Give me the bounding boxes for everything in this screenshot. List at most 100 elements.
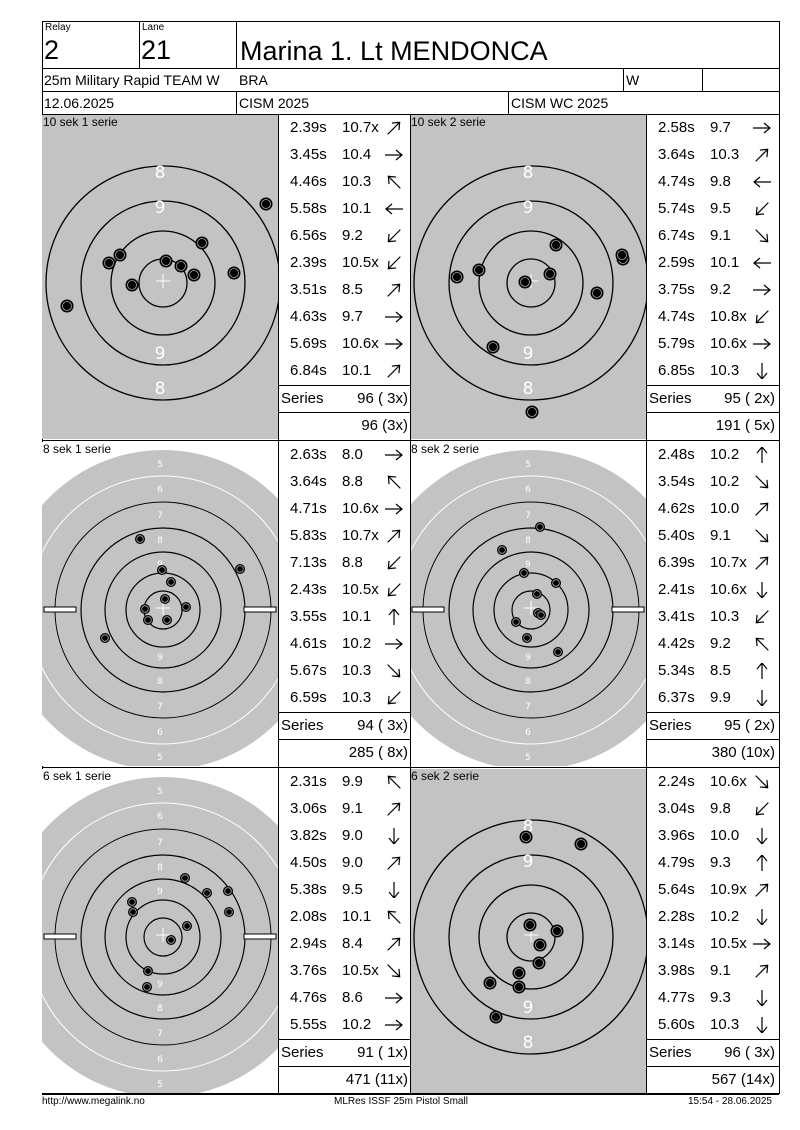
shot-time: 3.04s [658,800,695,817]
direction-arrow-icon [387,856,401,870]
shot-hole-ring [163,616,171,624]
ring-number-bottom: 9 [157,653,163,663]
shot-row: 3.06s 9.1 [278,795,412,822]
shot-time: 2.39s [290,119,327,136]
shot-hole-ring [189,270,199,280]
direction-arrow-icon [388,609,400,625]
direction-arrow-icon [753,284,771,296]
target-image: 8 9 9 8 [410,115,646,439]
shot-time: 5.58s [290,200,327,217]
shot-score: 10.4 [342,146,372,163]
shot-time: 4.71s [290,500,327,517]
target-ring [42,802,278,1072]
series-label: Series [649,717,692,734]
shot-time: 5.64s [658,881,695,898]
shot-score: 8.6 [342,989,363,1006]
target-ring [472,551,590,669]
shot-hole-ring [167,936,175,944]
shot-hole-centre [500,548,504,552]
shot-score: 10.2 [710,446,740,463]
shot-hole-centre [199,240,205,246]
ring-number-top: 6 [157,812,163,822]
shot-hole-ring [144,967,152,975]
shot-row: 2.41s 10.6x [646,576,779,603]
shot-score: 10.3 [710,1016,740,1033]
shot-score: 10.1 [342,608,372,625]
shot-hole-ring [537,611,545,619]
ring-number-bottom: 5 [525,753,531,763]
target-area: 8 9 9 8 [42,115,278,439]
direction-arrow-icon [756,1017,768,1033]
shot-row: 2.31s 9.9 [278,768,412,795]
ring-number-bottom: 8 [157,677,163,687]
shot-hole-ring [224,887,232,895]
direction-arrow-icon [756,582,768,598]
direction-arrow-icon [387,475,401,489]
shot-hole-centre [117,252,123,258]
shot-score: 10.7x [342,119,379,136]
direction-arrow-icon [388,882,400,898]
shot-row: 3.51s 8.5 [278,276,412,303]
shot-hole-centre [191,272,197,278]
shot-row: 3.82s 9.0 [278,822,412,849]
direction-arrow-icon [753,122,771,134]
series-total: 95 ( 2x) [724,717,775,734]
shot-hole-centre [476,267,482,273]
footer-timestamp: 15:54 - 28.06.2025 [688,1096,772,1107]
shot-score: 8.0 [342,446,363,463]
target-ring [413,165,646,401]
running-total-value: 191 ( 5x) [715,417,775,434]
shot-hole-ring [127,280,137,290]
shot-time: 5.79s [658,335,695,352]
running-total-value: 380 (10x) [711,744,775,761]
footer-software: MLRes ISSF 25m Pistol Small [334,1096,468,1107]
shot-hole-centre [131,910,135,914]
shot-hole-ring [236,565,244,573]
aiming-mark-left [43,933,77,940]
shot-hole-centre [538,525,542,529]
series-total: 95 ( 2x) [724,390,775,407]
shot-score: 10.8x [710,308,747,325]
shot-row: 2.28s 10.2 [646,903,779,930]
shot-score: 9.3 [710,854,731,871]
shot-hole-centre [165,618,169,622]
shot-hole-ring [520,277,530,287]
shot-hole-ring [203,889,211,897]
ring-number-top: 5 [157,787,163,797]
series-label: Series [281,390,324,407]
shot-time: 3.45s [290,146,327,163]
shot-hole-ring [176,261,186,271]
shot-hole-centre [487,980,493,986]
shot-row: 5.69s 10.6x [278,330,412,357]
running-total-value: 567 (14x) [711,1071,775,1088]
direction-arrow-icon [387,283,401,297]
ring-number-top: 8 [525,536,531,546]
running-total: 285 ( 8x) [278,739,412,766]
shot-hole-centre [226,889,230,893]
shot-hole-centre [146,969,150,973]
direction-arrow-icon [385,503,403,515]
shot-row: 3.96s 10.0 [646,822,779,849]
ring-number-bottom: 7 [525,702,531,712]
direction-arrow-icon [753,257,771,269]
shot-row: 5.83s 10.7x [278,522,412,549]
direction-arrow-icon [755,529,769,543]
shot-hole-centre [64,303,70,309]
shot-hole-ring [592,288,602,298]
aiming-mark-left [43,606,77,613]
shot-score: 9.8 [710,173,731,190]
target-ring [143,917,183,957]
shot-time: 2.58s [658,119,695,136]
aiming-mark-right [243,606,277,613]
shot-hole-centre [138,537,142,541]
ring-number: 9 [523,852,534,872]
shot-time: 4.76s [290,989,327,1006]
shot-row: 2.43s 10.5x [278,576,412,603]
footer-url[interactable]: http://www.megalink.no [42,1096,145,1107]
shot-hole-centre [529,409,535,415]
direction-arrow-icon [755,637,769,651]
shot-time: 5.38s [290,881,327,898]
shot-score: 9.1 [710,962,731,979]
shot-hole-centre [163,258,169,264]
shot-hole-ring [161,595,169,603]
